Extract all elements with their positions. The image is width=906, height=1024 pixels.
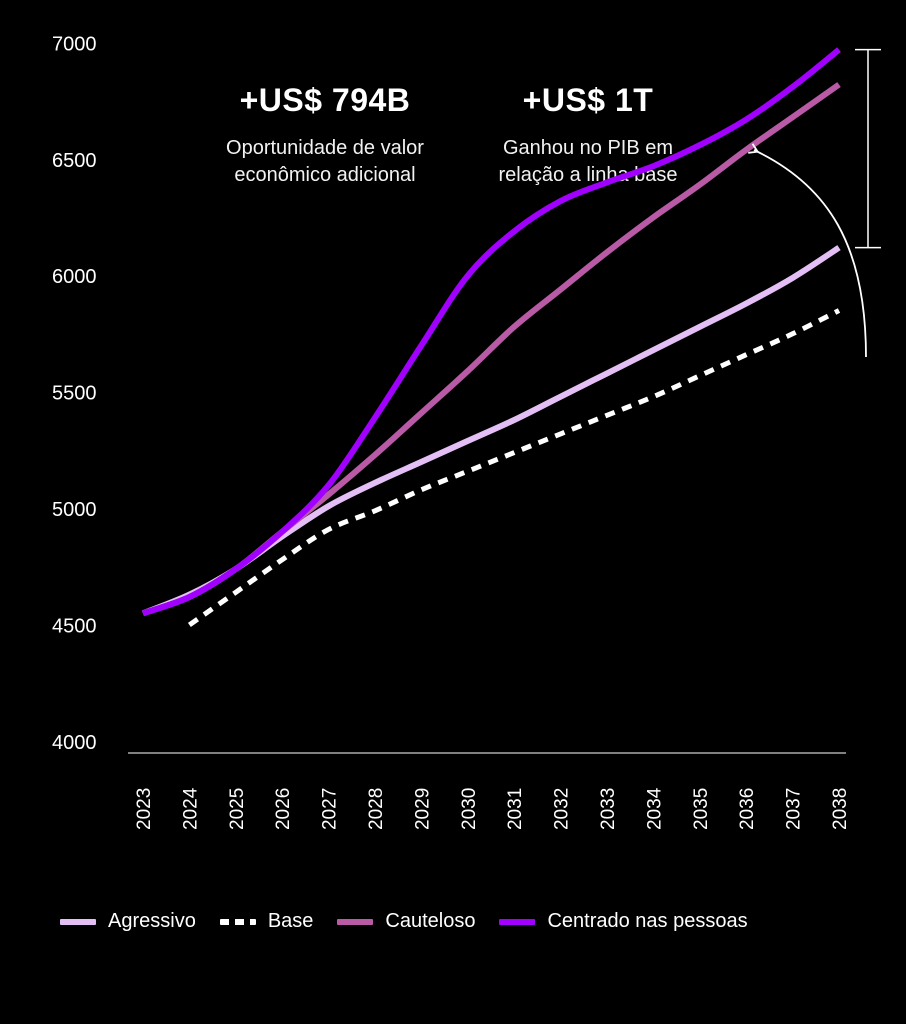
legend-item: Centrado nas pessoas bbox=[499, 910, 748, 933]
stat-economic-value: +US$ 794B Oportunidade de valor econômic… bbox=[192, 82, 458, 189]
stat-gdp-gain: +US$ 1T Ganhou no PIB em relação a linha… bbox=[470, 82, 706, 189]
x-tick-label: 2028 bbox=[366, 788, 387, 830]
series-line-base bbox=[187, 308, 841, 627]
legend-swatch bbox=[499, 918, 536, 925]
series-layer bbox=[141, 47, 841, 627]
y-tick-label: 5000 bbox=[52, 499, 97, 521]
y-tick-label: 4000 bbox=[52, 732, 97, 754]
legend-item: Base bbox=[219, 910, 314, 933]
y-tick-label: 7000 bbox=[52, 33, 97, 55]
legend-label: Agressivo bbox=[108, 910, 196, 932]
x-tick-label: 2026 bbox=[273, 788, 294, 830]
x-tick-label: 2031 bbox=[505, 788, 526, 830]
stat-description-line: Ganhou no PIB em bbox=[502, 137, 674, 159]
x-tick-label: 2027 bbox=[320, 788, 341, 830]
x-tick-label: 2033 bbox=[598, 788, 619, 830]
stat-description-line: Oportunidade de valor bbox=[226, 137, 424, 159]
x-tick-label: 2037 bbox=[784, 788, 805, 830]
x-tick-label: 2025 bbox=[227, 788, 248, 830]
legend-label: Base bbox=[267, 910, 314, 932]
stat-description-line: relação a linha base bbox=[498, 164, 678, 186]
stat-description: Ganhou no PIB em relação a linha base bbox=[470, 135, 706, 189]
y-tick-label: 6500 bbox=[52, 150, 97, 172]
legend-item: Cauteloso bbox=[337, 910, 475, 933]
legend-swatch bbox=[337, 918, 374, 925]
stat-description-line: econômico adicional bbox=[234, 164, 416, 186]
annotation-layer bbox=[748, 48, 881, 358]
legend-swatch bbox=[60, 918, 96, 925]
x-tick-label: 2034 bbox=[644, 787, 665, 830]
legend: Agressivo Base Cauteloso Centrado nas pesso… bbox=[60, 910, 772, 933]
x-tick-label: 2030 bbox=[459, 788, 480, 830]
y-tick-label: 6000 bbox=[52, 266, 97, 288]
x-tick-label: 2024 bbox=[180, 787, 201, 830]
y-tick-label: 4500 bbox=[52, 616, 97, 638]
x-tick-label: 2032 bbox=[552, 788, 573, 830]
arrow-icon bbox=[748, 143, 867, 358]
stat-description: Oportunidade de valor econômico adiciona… bbox=[192, 135, 458, 189]
legend-swatch bbox=[219, 918, 256, 925]
series-line-centrado-nas-pessoas bbox=[141, 47, 841, 617]
series-line-cauteloso bbox=[141, 82, 841, 617]
x-tick-label: 2023 bbox=[134, 788, 155, 830]
x-tick-label: 2035 bbox=[691, 788, 712, 830]
x-tick-label: 2029 bbox=[412, 788, 433, 830]
stat-value: +US$ 794B bbox=[239, 82, 411, 118]
legend-label: Centrado nas pessoas bbox=[547, 910, 748, 932]
y-tick-label: 5500 bbox=[52, 383, 97, 405]
y-axis: 40004500500055006000650070007500 bbox=[52, 33, 97, 754]
x-tick-label: 2036 bbox=[737, 788, 758, 830]
x-tick-label: 2038 bbox=[830, 788, 851, 830]
x-axis: 2023 2024 2025 2026 2027 2028 2029 2030 2031 2032… bbox=[128, 752, 851, 830]
stat-value: +US$ 1T bbox=[522, 82, 654, 118]
legend-label: Cauteloso bbox=[385, 910, 476, 932]
legend-item: Agressivo bbox=[60, 910, 196, 933]
